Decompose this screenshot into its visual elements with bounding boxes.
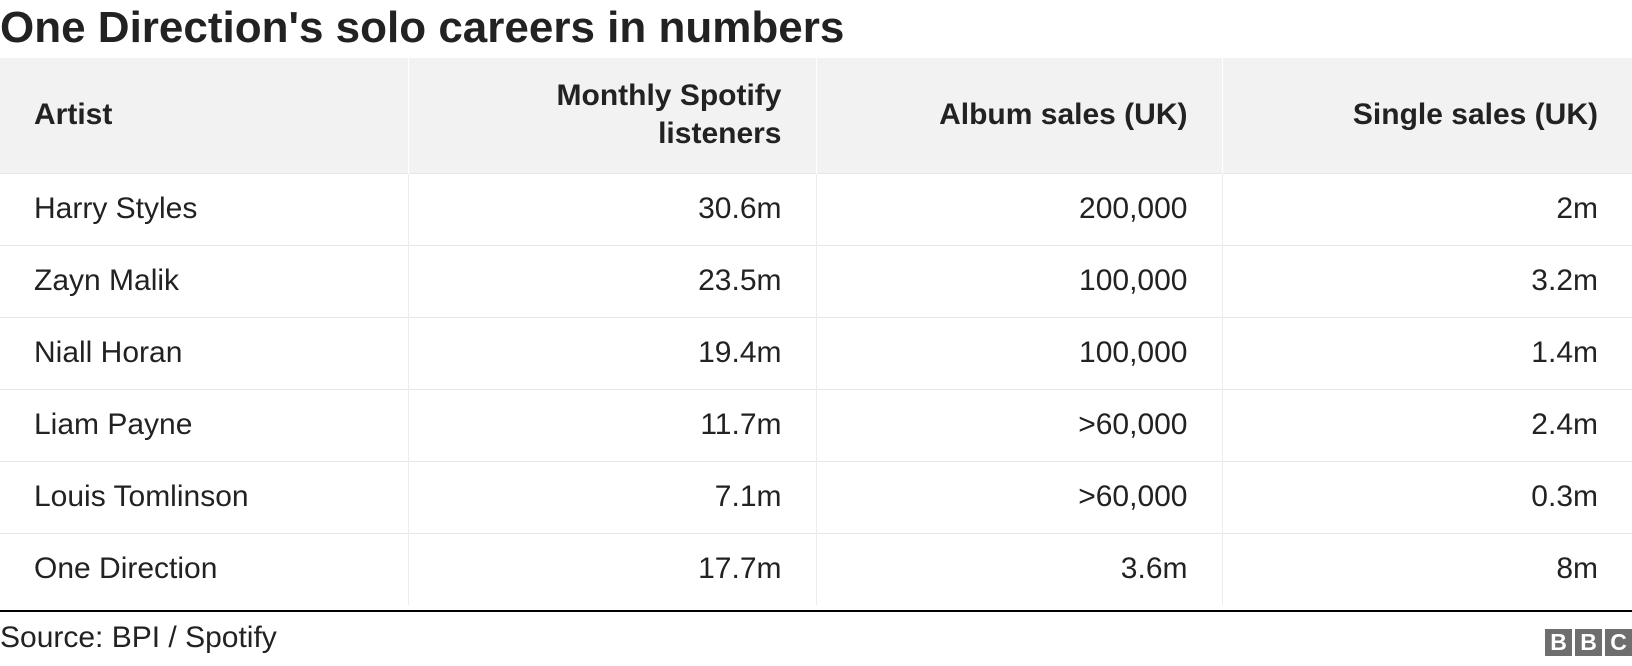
cell-artist: Zayn Malik <box>0 244 409 317</box>
table-row: Liam Payne 11.7m >60,000 2.4m <box>0 388 1632 461</box>
table-body: Harry Styles 30.6m 200,000 2m Zayn Malik… <box>0 172 1632 605</box>
cell-single-sales: 2.4m <box>1222 388 1632 461</box>
cell-single-sales: 3.2m <box>1222 244 1632 317</box>
cell-album-sales: 200,000 <box>816 172 1223 245</box>
cell-album-sales: 100,000 <box>816 316 1223 389</box>
table-row: Louis Tomlinson 7.1m >60,000 0.3m <box>0 460 1632 533</box>
cell-album-sales: 100,000 <box>816 244 1223 317</box>
table-row: Zayn Malik 23.5m 100,000 3.2m <box>0 244 1632 317</box>
cell-album-sales: >60,000 <box>816 388 1223 461</box>
cell-single-sales: 0.3m <box>1222 460 1632 533</box>
cell-single-sales: 1.4m <box>1222 316 1632 389</box>
cell-artist: Harry Styles <box>0 172 409 245</box>
cell-album-sales: >60,000 <box>816 460 1223 533</box>
column-header-artist: Artist <box>0 58 409 173</box>
column-header-album-sales: Album sales (UK) <box>816 58 1223 173</box>
table-header: Artist Monthly Spotify listeners Album s… <box>0 58 1632 173</box>
cell-spotify-listeners: 7.1m <box>408 460 817 533</box>
cell-spotify-listeners: 23.5m <box>408 244 817 317</box>
cell-artist: Niall Horan <box>0 316 409 389</box>
cell-single-sales: 2m <box>1222 172 1632 245</box>
bbc-logo-letter: B <box>1575 629 1602 656</box>
footer-divider <box>0 610 1632 612</box>
cell-spotify-listeners: 30.6m <box>408 172 817 245</box>
bbc-logo-letter: B <box>1545 629 1572 656</box>
cell-artist: Liam Payne <box>0 388 409 461</box>
cell-single-sales: 8m <box>1222 532 1632 605</box>
column-header-spotify-listeners: Monthly Spotify listeners <box>408 58 817 173</box>
cell-spotify-listeners: 19.4m <box>408 316 817 389</box>
table-row: Niall Horan 19.4m 100,000 1.4m <box>0 316 1632 389</box>
cell-artist: Louis Tomlinson <box>0 460 409 533</box>
data-table: Artist Monthly Spotify listeners Album s… <box>0 58 1632 605</box>
cell-album-sales: 3.6m <box>816 532 1223 605</box>
table-header-row: Artist Monthly Spotify listeners Album s… <box>0 58 1632 173</box>
source-note: Source: BPI / Spotify <box>0 621 277 654</box>
cell-spotify-listeners: 11.7m <box>408 388 817 461</box>
bbc-logo-letter: C <box>1605 629 1632 656</box>
bbc-logo: B B C <box>1545 629 1632 656</box>
cell-artist: One Direction <box>0 532 409 605</box>
cell-spotify-listeners: 17.7m <box>408 532 817 605</box>
page-title: One Direction's solo careers in numbers <box>0 3 845 52</box>
table-row: One Direction 17.7m 3.6m 8m <box>0 532 1632 605</box>
table-row: Harry Styles 30.6m 200,000 2m <box>0 172 1632 245</box>
column-header-single-sales: Single sales (UK) <box>1222 58 1632 173</box>
